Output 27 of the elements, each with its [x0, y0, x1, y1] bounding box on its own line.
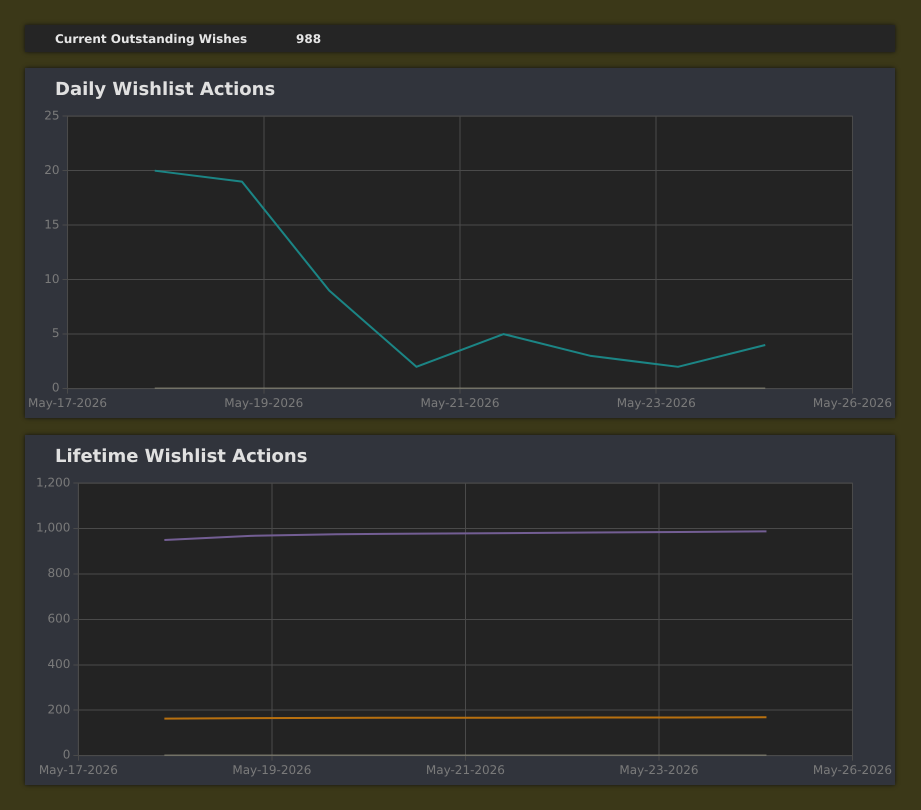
x-tick-label: May-17-2026 [38, 762, 118, 777]
x-tick-label: May-17-2026 [28, 396, 108, 410]
x-tick-label: May-26-2026 [812, 762, 892, 777]
y-tick-label: 1,000 [36, 520, 70, 535]
chart-title: Lifetime Wishlist Actions [55, 446, 308, 467]
y-tick-label: 1,200 [36, 475, 70, 490]
y-tick-label: 0 [62, 748, 70, 762]
y-tick-label: 200 [47, 702, 70, 716]
y-tick-label: 10 [44, 272, 60, 286]
chart-title: Daily Wishlist Actions [55, 79, 276, 100]
x-tick-label: May-26-2026 [812, 396, 892, 410]
y-tick-label: 0 [52, 380, 60, 395]
x-tick-label: May-19-2026 [232, 762, 312, 777]
y-tick-label: 400 [47, 656, 70, 671]
y-tick-label: 5 [52, 326, 60, 340]
y-tick-label: 25 [44, 108, 60, 122]
x-tick-label: May-23-2026 [619, 762, 698, 777]
text: Current Outstanding Wishes [55, 32, 248, 46]
x-tick-label: May-21-2026 [420, 396, 500, 410]
y-tick-label: 800 [47, 566, 70, 580]
y-tick-label: 15 [44, 217, 60, 232]
text: 988 [296, 32, 322, 46]
x-tick-label: May-19-2026 [224, 396, 304, 410]
x-tick-label: May-23-2026 [616, 396, 696, 410]
y-tick-label: 20 [44, 162, 60, 177]
y-tick-label: 600 [47, 612, 70, 626]
x-tick-label: May-21-2026 [426, 762, 505, 777]
